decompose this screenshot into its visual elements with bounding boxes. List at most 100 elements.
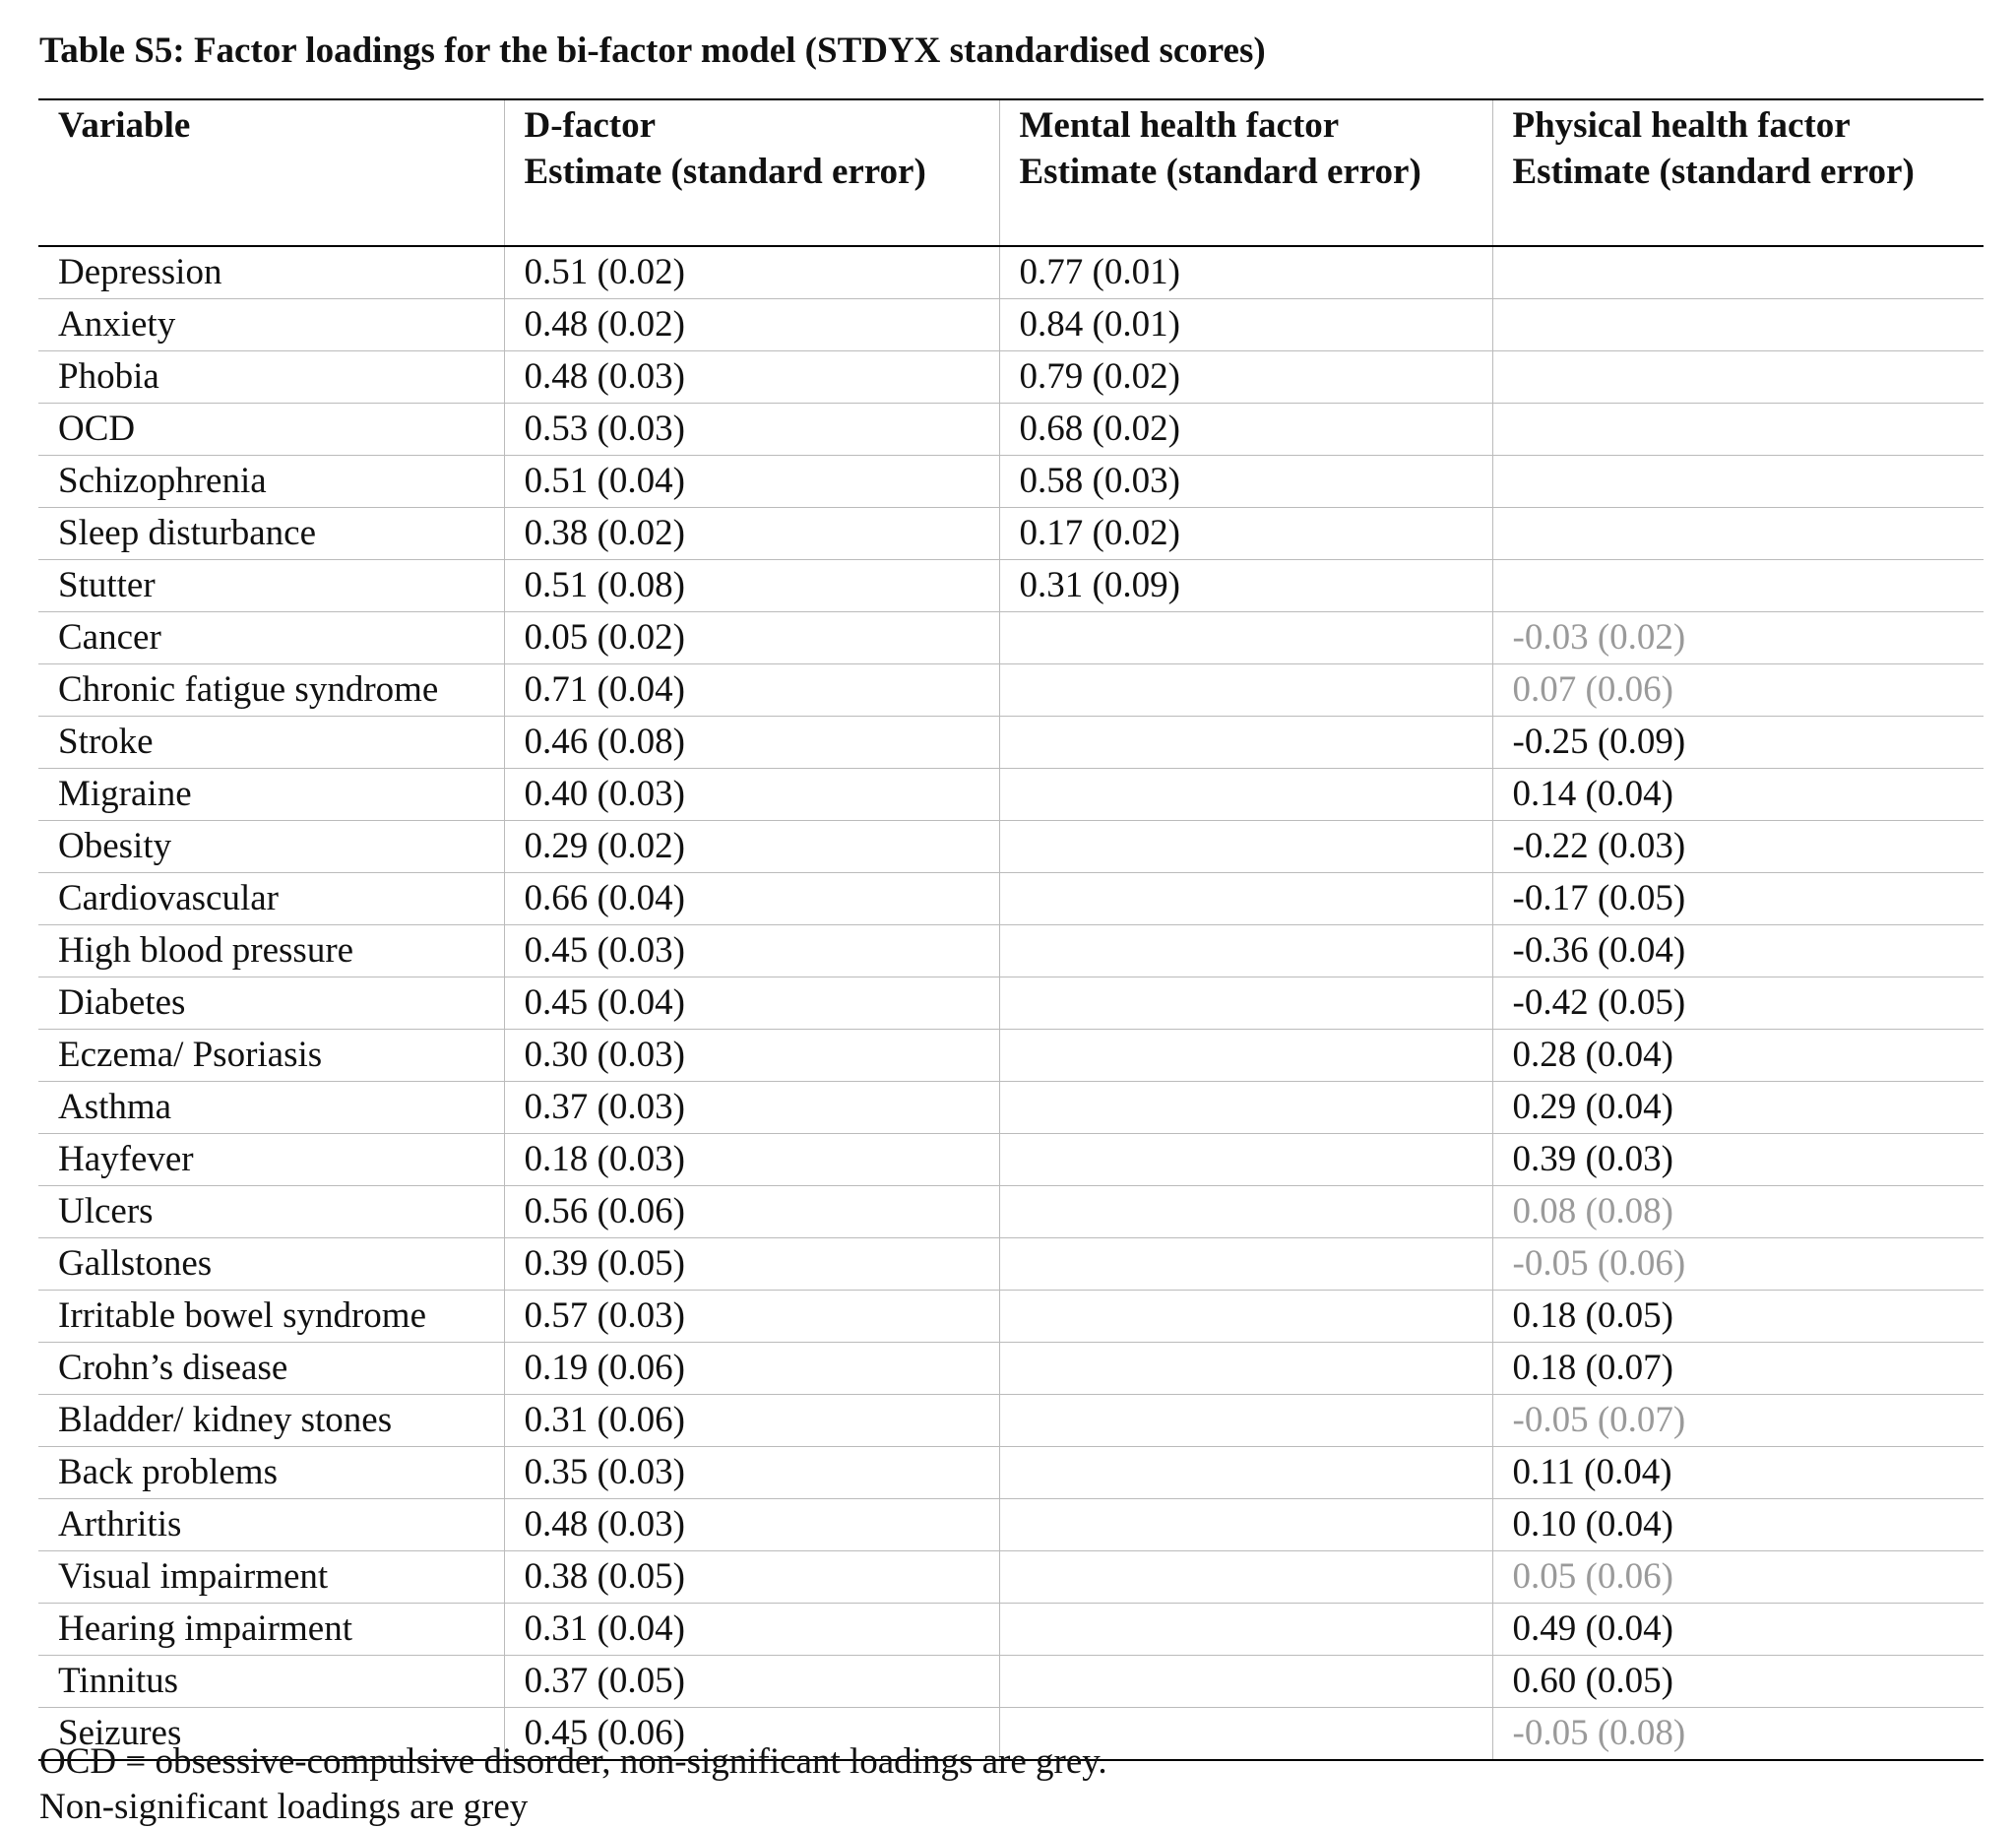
table-row: Cardiovascular 0.66 (0.04) -0.17 (0.05) xyxy=(38,872,1984,925)
estimate-cell: 0.45 (0.03) xyxy=(503,924,999,977)
table-row: Schizophrenia 0.51 (0.04) 0.58 (0.03) xyxy=(38,455,1984,508)
variable-cell: Ulcers xyxy=(38,1185,504,1238)
variable-cell: Obesity xyxy=(38,820,504,873)
estimate-cell: 0.35 (0.03) xyxy=(503,1446,999,1499)
estimate-cell xyxy=(998,1498,1492,1551)
estimate-cell: 0.66 (0.04) xyxy=(503,872,999,925)
estimate-cell: -0.42 (0.05) xyxy=(1491,977,1984,1030)
data-table: Variable D-factor Estimate (standard error… xyxy=(38,98,1984,1761)
table-row: Gallstones 0.39 (0.05) -0.05 (0.06) xyxy=(38,1237,1984,1291)
estimate-cell: 0.71 (0.04) xyxy=(503,663,999,717)
table-row: Depression 0.51 (0.02) 0.77 (0.01) xyxy=(38,246,1984,299)
estimate-cell: 0.18 (0.03) xyxy=(503,1133,999,1186)
estimate-cell: 0.57 (0.03) xyxy=(503,1290,999,1343)
header-line: Estimate (standard error) xyxy=(524,152,926,192)
table-row: Migraine 0.40 (0.03) 0.14 (0.04) xyxy=(38,768,1984,821)
variable-cell: Asthma xyxy=(38,1081,504,1134)
table-row: Eczema/ Psoriasis 0.30 (0.03) 0.28 (0.04) xyxy=(38,1029,1984,1082)
table-row: Chronic fatigue syndrome 0.71 (0.04) 0.07 … xyxy=(38,663,1984,717)
estimate-cell xyxy=(998,1185,1492,1238)
estimate-cell: 0.46 (0.08) xyxy=(503,716,999,769)
estimate-cell: 0.45 (0.04) xyxy=(503,977,999,1030)
estimate-cell xyxy=(998,1707,1492,1761)
variable-cell: Back problems xyxy=(38,1446,504,1499)
estimate-cell: 0.18 (0.05) xyxy=(1491,1290,1984,1343)
estimate-cell xyxy=(1491,507,1984,560)
table-row: High blood pressure 0.45 (0.03) -0.36 (0.0… xyxy=(38,924,1984,977)
estimate-cell xyxy=(998,611,1492,664)
estimate-cell xyxy=(998,872,1492,925)
estimate-cell: 0.58 (0.03) xyxy=(998,455,1492,508)
estimate-cell: 0.49 (0.04) xyxy=(1491,1603,1984,1656)
estimate-cell: 0.07 (0.06) xyxy=(1491,663,1984,717)
estimate-cell xyxy=(998,1655,1492,1708)
column-header: D-factor Estimate (standard error) xyxy=(503,98,999,247)
estimate-cell: -0.05 (0.06) xyxy=(1491,1237,1984,1291)
estimate-cell: 0.11 (0.04) xyxy=(1491,1446,1984,1499)
estimate-cell: 0.29 (0.04) xyxy=(1491,1081,1984,1134)
estimate-cell: -0.25 (0.09) xyxy=(1491,716,1984,769)
header-line: D-factor xyxy=(524,105,657,146)
table-row: Phobia 0.48 (0.03) 0.79 (0.02) xyxy=(38,350,1984,404)
column-header: Physical health factor Estimate (standard… xyxy=(1491,98,1984,247)
estimate-cell: 0.05 (0.06) xyxy=(1491,1550,1984,1604)
estimate-cell: 0.18 (0.07) xyxy=(1491,1342,1984,1395)
estimate-cell xyxy=(998,1237,1492,1291)
table-title: Table S5: Factor loadings for the bi-fac… xyxy=(39,31,1266,71)
estimate-cell: 0.48 (0.03) xyxy=(503,350,999,404)
table-row: Seizures 0.45 (0.06) -0.05 (0.08) xyxy=(38,1707,1984,1761)
estimate-cell: 0.45 (0.06) xyxy=(503,1707,999,1761)
estimate-cell xyxy=(998,1029,1492,1082)
variable-cell: Hayfever xyxy=(38,1133,504,1186)
estimate-cell: -0.36 (0.04) xyxy=(1491,924,1984,977)
variable-cell: Eczema/ Psoriasis xyxy=(38,1029,504,1082)
variable-cell: Depression xyxy=(38,246,504,299)
estimate-cell: 0.31 (0.09) xyxy=(998,559,1492,612)
header-line: Mental health factor xyxy=(1019,105,1340,146)
table-row: Stutter 0.51 (0.08) 0.31 (0.09) xyxy=(38,559,1984,612)
table-row: Stroke 0.46 (0.08) -0.25 (0.09) xyxy=(38,716,1984,769)
estimate-cell xyxy=(1491,350,1984,404)
estimate-cell: 0.08 (0.08) xyxy=(1491,1185,1984,1238)
variable-cell: Arthritis xyxy=(38,1498,504,1551)
estimate-cell: 0.68 (0.02) xyxy=(998,403,1492,456)
estimate-cell: 0.51 (0.04) xyxy=(503,455,999,508)
estimate-cell: 0.39 (0.03) xyxy=(1491,1133,1984,1186)
estimate-cell: 0.77 (0.01) xyxy=(998,246,1492,299)
variable-cell: Stutter xyxy=(38,559,504,612)
estimate-cell xyxy=(998,977,1492,1030)
table-row: Ulcers 0.56 (0.06) 0.08 (0.08) xyxy=(38,1185,1984,1238)
table-row: Cancer 0.05 (0.02) -0.03 (0.02) xyxy=(38,611,1984,664)
estimate-cell xyxy=(998,1133,1492,1186)
table-row: Hearing impairment 0.31 (0.04) 0.49 (0.04) xyxy=(38,1603,1984,1656)
variable-cell: Irritable bowel syndrome xyxy=(38,1290,504,1343)
estimate-cell xyxy=(1491,298,1984,351)
estimate-cell: 0.60 (0.05) xyxy=(1491,1655,1984,1708)
header-line: Estimate (standard error) xyxy=(1019,152,1421,192)
estimate-cell xyxy=(998,1550,1492,1604)
table-row: Diabetes 0.45 (0.04) -0.42 (0.05) xyxy=(38,977,1984,1030)
footnote: OCD = obsessive-compulsive disorder, non… xyxy=(39,1741,1107,1782)
estimate-cell: -0.17 (0.05) xyxy=(1491,872,1984,925)
estimate-cell: -0.03 (0.02) xyxy=(1491,611,1984,664)
estimate-cell: 0.48 (0.03) xyxy=(503,1498,999,1551)
estimate-cell: 0.28 (0.04) xyxy=(1491,1029,1984,1082)
variable-cell: Schizophrenia xyxy=(38,455,504,508)
variable-cell: Migraine xyxy=(38,768,504,821)
variable-cell: Diabetes xyxy=(38,977,504,1030)
estimate-cell: 0.05 (0.02) xyxy=(503,611,999,664)
variable-cell: Sleep disturbance xyxy=(38,507,504,560)
variable-cell: Visual impairment xyxy=(38,1550,504,1604)
table-row: Visual impairment 0.38 (0.05) 0.05 (0.06) xyxy=(38,1550,1984,1604)
estimate-cell: 0.30 (0.03) xyxy=(503,1029,999,1082)
estimate-cell xyxy=(1491,455,1984,508)
table-row: Obesity 0.29 (0.02) -0.22 (0.03) xyxy=(38,820,1984,873)
header-line: Variable xyxy=(58,105,191,146)
estimate-cell xyxy=(1491,559,1984,612)
variable-cell: Phobia xyxy=(38,350,504,404)
variable-cell: Crohn’s disease xyxy=(38,1342,504,1395)
table-row: Asthma 0.37 (0.03) 0.29 (0.04) xyxy=(38,1081,1984,1134)
estimate-cell: 0.31 (0.06) xyxy=(503,1394,999,1447)
header-line: Estimate (standard error) xyxy=(1512,152,1915,192)
